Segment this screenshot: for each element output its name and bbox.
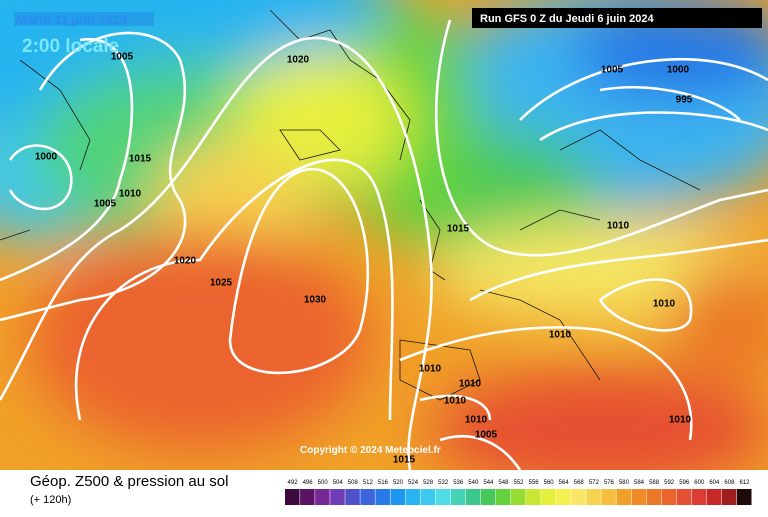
scale-label: 500 <box>318 480 329 486</box>
isobar-label: 1010 <box>459 379 482 390</box>
scale-label: 588 <box>649 480 660 486</box>
isobar-label: 1015 <box>129 154 152 165</box>
scale-swatch <box>450 489 466 505</box>
date: Mardi 11 juin 2024 <box>16 12 128 27</box>
scale-label: 516 <box>378 480 389 486</box>
isobar-label: 1010 <box>444 396 467 407</box>
scale-label: 592 <box>664 480 675 486</box>
scale-swatch <box>691 489 707 505</box>
scale-label: 576 <box>604 480 615 486</box>
scale-swatch <box>435 489 451 505</box>
scale-label: 528 <box>423 480 434 486</box>
run-box <box>472 8 762 28</box>
scale-swatch <box>586 489 601 505</box>
scale-label: 608 <box>724 480 735 486</box>
scale-label: 572 <box>589 480 600 486</box>
scale-label: 524 <box>408 480 419 486</box>
isobar-label: 1015 <box>393 455 416 466</box>
scale-swatch <box>676 489 692 505</box>
scale-label: 532 <box>438 480 449 486</box>
scale-swatch <box>405 489 421 505</box>
scale-label: 600 <box>694 480 705 486</box>
isobar-label: 1005 <box>94 199 117 210</box>
scale-label: 520 <box>393 480 404 486</box>
scale-swatch <box>300 489 315 505</box>
scale-label: 492 <box>288 480 299 486</box>
scale-swatch <box>631 489 647 505</box>
scale-swatch <box>375 489 390 505</box>
isobar-label: 1010 <box>419 364 442 375</box>
isobar-label: 1005 <box>111 52 134 63</box>
scale-swatch <box>330 489 345 505</box>
scale-swatch <box>736 489 752 505</box>
scale-swatch <box>541 489 556 505</box>
isobar-label: 1015 <box>447 224 470 235</box>
isobar-label: 1020 <box>174 256 197 267</box>
scale-label: 604 <box>709 480 720 486</box>
scale-label: 584 <box>634 480 645 486</box>
scale-label: 564 <box>559 480 570 486</box>
scale-label: 560 <box>544 480 555 486</box>
coastlines <box>0 9 701 401</box>
scale-swatch <box>526 489 541 505</box>
scale-swatch <box>510 489 526 505</box>
isobar-label: 1020 <box>287 55 310 66</box>
scale-swatch <box>360 489 375 505</box>
scale-swatch <box>285 489 300 505</box>
run-info: Run GFS 0 Z du Jeudi 6 juin 2024 <box>480 13 654 25</box>
forecast-lead: (+ 120h) <box>30 494 71 506</box>
scale-label: 556 <box>529 480 540 486</box>
scale-swatch <box>571 489 586 505</box>
scale-swatch <box>706 489 722 505</box>
isobar-label: 1005 <box>601 65 624 76</box>
isobar-label: 1010 <box>465 415 488 426</box>
scale-swatch <box>721 489 737 505</box>
isobar-label: 1005 <box>475 430 498 441</box>
local-time: 2:00 locale <box>22 36 119 57</box>
scale-label: 544 <box>483 480 494 486</box>
isobar-label: 1000 <box>35 152 58 163</box>
scale-swatch <box>315 489 330 505</box>
scale-swatch <box>616 489 631 505</box>
isobar-label: 1030 <box>304 295 327 306</box>
scale-label: 552 <box>513 480 524 486</box>
isobar-label: 1010 <box>669 415 692 426</box>
scale-label: 512 <box>363 480 374 486</box>
scale-label: 504 <box>333 480 344 486</box>
scale-label: 536 <box>453 480 464 486</box>
isobar-label: 1025 <box>210 278 233 289</box>
color-scale: 492 496 500 504 508 512 516 520 524 528 532 536 540 5… <box>285 480 752 505</box>
scale-swatch <box>646 489 662 505</box>
scale-label: 496 <box>303 480 314 486</box>
scale-label: 508 <box>348 480 359 486</box>
scale-swatch <box>480 489 496 505</box>
isobar-label: 1010 <box>653 299 676 310</box>
scale-label: 540 <box>468 480 479 486</box>
scale-label: 612 <box>739 480 750 486</box>
scale-swatch <box>661 489 677 505</box>
isobar-label: 995 <box>676 95 693 106</box>
scale-swatch <box>601 489 616 505</box>
isobar-label: 1010 <box>549 330 572 341</box>
scale-label: 596 <box>679 480 690 486</box>
scale-swatch <box>420 489 436 505</box>
scale-swatch <box>465 489 481 505</box>
scale-swatch <box>390 489 406 505</box>
isobars <box>0 19 768 470</box>
scale-swatch <box>345 489 360 505</box>
isobar-label: 1010 <box>607 221 630 232</box>
scale-label: 568 <box>574 480 585 486</box>
footer-title: Géop. Z500 & pression au sol <box>30 473 228 490</box>
scale-swatch <box>556 489 571 505</box>
isobar-label: 1000 <box>667 65 690 76</box>
isobar-label: 1010 <box>119 189 142 200</box>
scale-swatch <box>495 489 511 505</box>
scale-label: 580 <box>619 480 630 486</box>
scale-label: 548 <box>498 480 509 486</box>
copyright: Copyright © 2024 Meteociel.fr <box>300 445 441 456</box>
